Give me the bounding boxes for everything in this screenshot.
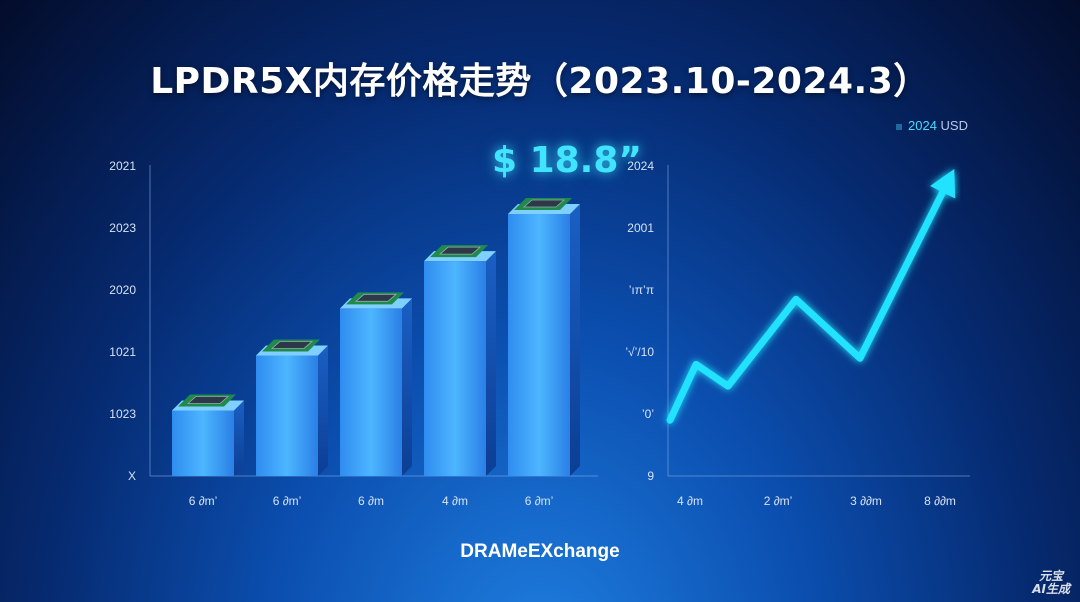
bar-front: [508, 214, 570, 476]
legend-label: 2024: [908, 118, 937, 133]
bar: [508, 198, 580, 476]
line-x-tick: 4 ∂m: [677, 494, 703, 508]
bar-y-tick: X: [128, 469, 136, 483]
chip-die: [354, 293, 398, 302]
chip-die: [186, 396, 230, 404]
line-y-tick: 2001: [627, 221, 654, 235]
chip-die: [522, 199, 566, 208]
bar: [172, 394, 244, 476]
chip-die: [438, 246, 482, 255]
chip-die: [270, 341, 314, 349]
bar-side: [234, 400, 244, 476]
legend: 2024 USD: [896, 118, 968, 133]
bar-front: [424, 261, 486, 476]
bar-front: [256, 355, 318, 476]
bar-front: [172, 410, 234, 476]
line-y-tick: 9: [647, 469, 654, 483]
watermark-line-2: AI生成: [1032, 582, 1070, 596]
bar-x-tick: 6 ∂m’: [189, 494, 218, 508]
bar-x-tick: 6 ∂m’: [525, 494, 554, 508]
line-y-tick: ’√’/10: [625, 345, 654, 359]
bar-side: [318, 345, 328, 476]
bar-front: [340, 308, 402, 476]
line-chart: 9 ’0’ ’√’/10 ’ıπ’π 2001 2024 4 ∂m 2 ∂m’ 3 ∂∂m 8 ∂…: [625, 159, 970, 508]
trend-line: [666, 178, 952, 424]
trend-arrowhead: [930, 168, 956, 199]
legend-marker: [896, 123, 902, 130]
price-callout: $ 18.8”: [492, 140, 643, 181]
bar-y-tick: 2020: [109, 283, 136, 297]
bar-side: [402, 298, 412, 476]
line-y-tick: ’0’: [642, 407, 654, 421]
line-x-tick: 2 ∂m’: [764, 494, 793, 508]
line-y-tick: 2024: [627, 159, 654, 173]
watermark: 元宝 AI生成: [1032, 570, 1070, 596]
legend-unit: USD: [940, 118, 968, 133]
bar-y-tick: 2021: [109, 159, 136, 173]
bar-side: [486, 251, 496, 476]
bar-chart: X 1023 1021 2020 2023 2021 6 ∂m’ 6 ∂m’ 6 ∂m 4 ∂m 6…: [109, 159, 598, 508]
bar-y-tick: 1023: [109, 407, 136, 421]
bar-x-tick: 4 ∂m: [442, 494, 468, 508]
bar-side: [570, 204, 580, 476]
line-x-tick: 8 ∂∂m: [924, 494, 956, 508]
bar-x-tick: 6 ∂m’: [273, 494, 302, 508]
bar-x-tick: 6 ∂m: [358, 494, 384, 508]
bar-y-tick: 2023: [109, 221, 136, 235]
bar: [424, 245, 496, 476]
line-y-tick: ’ıπ’π: [629, 283, 654, 297]
chart-title: LPDR5X内存价格走势（2023.10-2024.3）: [150, 61, 930, 102]
bar: [340, 292, 412, 476]
line-x-tick: 3 ∂∂m: [850, 494, 882, 508]
bar-y-tick: 1021: [109, 345, 136, 359]
bar: [256, 339, 328, 476]
watermark-line-1: 元宝: [1039, 569, 1064, 583]
source-label: DRAMeEXchange: [460, 541, 620, 562]
